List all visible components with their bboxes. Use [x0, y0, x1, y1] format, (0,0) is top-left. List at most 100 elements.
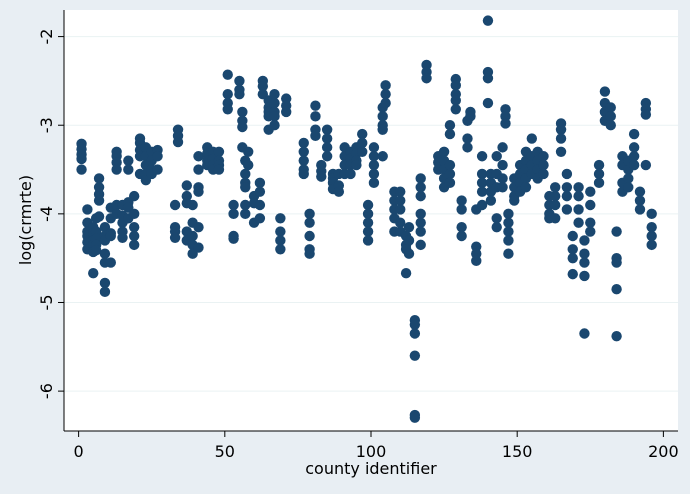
data-point — [362, 199, 374, 211]
data-point — [400, 268, 412, 279]
data-point — [646, 221, 657, 233]
data-point — [193, 151, 204, 162]
data-point — [561, 168, 573, 180]
data-point — [482, 73, 494, 84]
data-point — [362, 226, 374, 237]
data-point — [567, 244, 578, 255]
data-point — [254, 199, 266, 211]
data-point — [611, 283, 622, 295]
data-point — [93, 211, 105, 222]
data-point — [90, 244, 102, 256]
data-point — [228, 233, 239, 244]
data-point — [243, 146, 254, 158]
data-point — [585, 226, 596, 237]
data-point — [415, 208, 426, 220]
data-point — [351, 159, 362, 171]
data-point — [316, 171, 327, 182]
data-point — [579, 270, 590, 282]
data-point — [105, 257, 116, 268]
data-point — [187, 230, 198, 242]
data-point — [298, 137, 309, 149]
data-point — [415, 182, 426, 193]
data-point — [605, 120, 616, 131]
data-point — [269, 120, 280, 131]
data-point — [409, 328, 421, 339]
data-point — [485, 195, 497, 206]
data-point — [491, 151, 502, 162]
x-tick-label: 100 — [356, 442, 387, 461]
y-tick-label: -6 — [37, 383, 56, 399]
data-point — [503, 226, 514, 237]
data-point — [275, 226, 286, 237]
data-point — [193, 242, 204, 253]
data-point — [476, 199, 488, 211]
data-point — [561, 204, 573, 215]
data-point — [152, 164, 163, 175]
data-point — [254, 177, 266, 189]
data-point — [646, 239, 657, 251]
data-point — [275, 244, 286, 255]
data-point — [395, 195, 406, 206]
data-point — [444, 159, 456, 171]
data-point — [605, 111, 616, 122]
data-point — [321, 142, 333, 153]
data-point — [362, 217, 374, 228]
data-point — [561, 190, 573, 202]
data-point — [573, 217, 584, 228]
data-point — [193, 164, 204, 175]
data-point — [555, 133, 567, 144]
data-point — [181, 180, 192, 191]
data-point — [240, 208, 251, 220]
x-tick-label: 0 — [74, 442, 84, 461]
data-point — [222, 89, 233, 100]
data-point — [444, 177, 456, 189]
data-point — [152, 151, 163, 162]
data-point — [628, 128, 640, 140]
data-point — [593, 168, 605, 180]
data-point — [476, 168, 488, 180]
data-point — [623, 182, 634, 193]
data-point — [368, 151, 380, 162]
data-point — [128, 221, 140, 233]
data-point — [403, 248, 415, 259]
data-point — [321, 124, 333, 135]
x-tick-label: 50 — [215, 442, 235, 461]
data-point — [450, 104, 461, 115]
data-point — [193, 186, 204, 197]
data-point — [123, 155, 134, 166]
data-point — [555, 146, 567, 158]
data-point — [395, 186, 406, 197]
data-point — [105, 230, 116, 242]
y-tick-label: -2 — [37, 29, 56, 45]
data-point — [237, 121, 248, 133]
data-point — [500, 118, 511, 129]
x-tick-label: 200 — [648, 442, 679, 461]
data-point — [368, 142, 380, 153]
data-point — [111, 164, 122, 175]
data-point — [403, 235, 415, 246]
data-point — [640, 109, 652, 120]
data-point — [310, 111, 321, 122]
data-point — [275, 213, 286, 224]
data-point — [585, 199, 596, 211]
data-point — [169, 232, 181, 243]
data-point — [99, 286, 111, 298]
data-point — [503, 217, 514, 228]
data-point — [438, 146, 450, 158]
data-point — [357, 137, 368, 149]
data-point — [579, 257, 590, 268]
data-point — [403, 221, 415, 233]
data-point — [415, 190, 426, 202]
data-point — [611, 330, 622, 342]
data-point — [187, 199, 198, 211]
data-point — [88, 268, 99, 279]
data-point — [444, 128, 456, 140]
data-point — [243, 159, 254, 171]
data-point — [99, 277, 111, 289]
data-point — [409, 412, 421, 423]
data-point — [222, 104, 233, 115]
y-tick-label: -5 — [37, 295, 56, 311]
data-point — [240, 168, 251, 180]
data-point — [550, 182, 561, 193]
